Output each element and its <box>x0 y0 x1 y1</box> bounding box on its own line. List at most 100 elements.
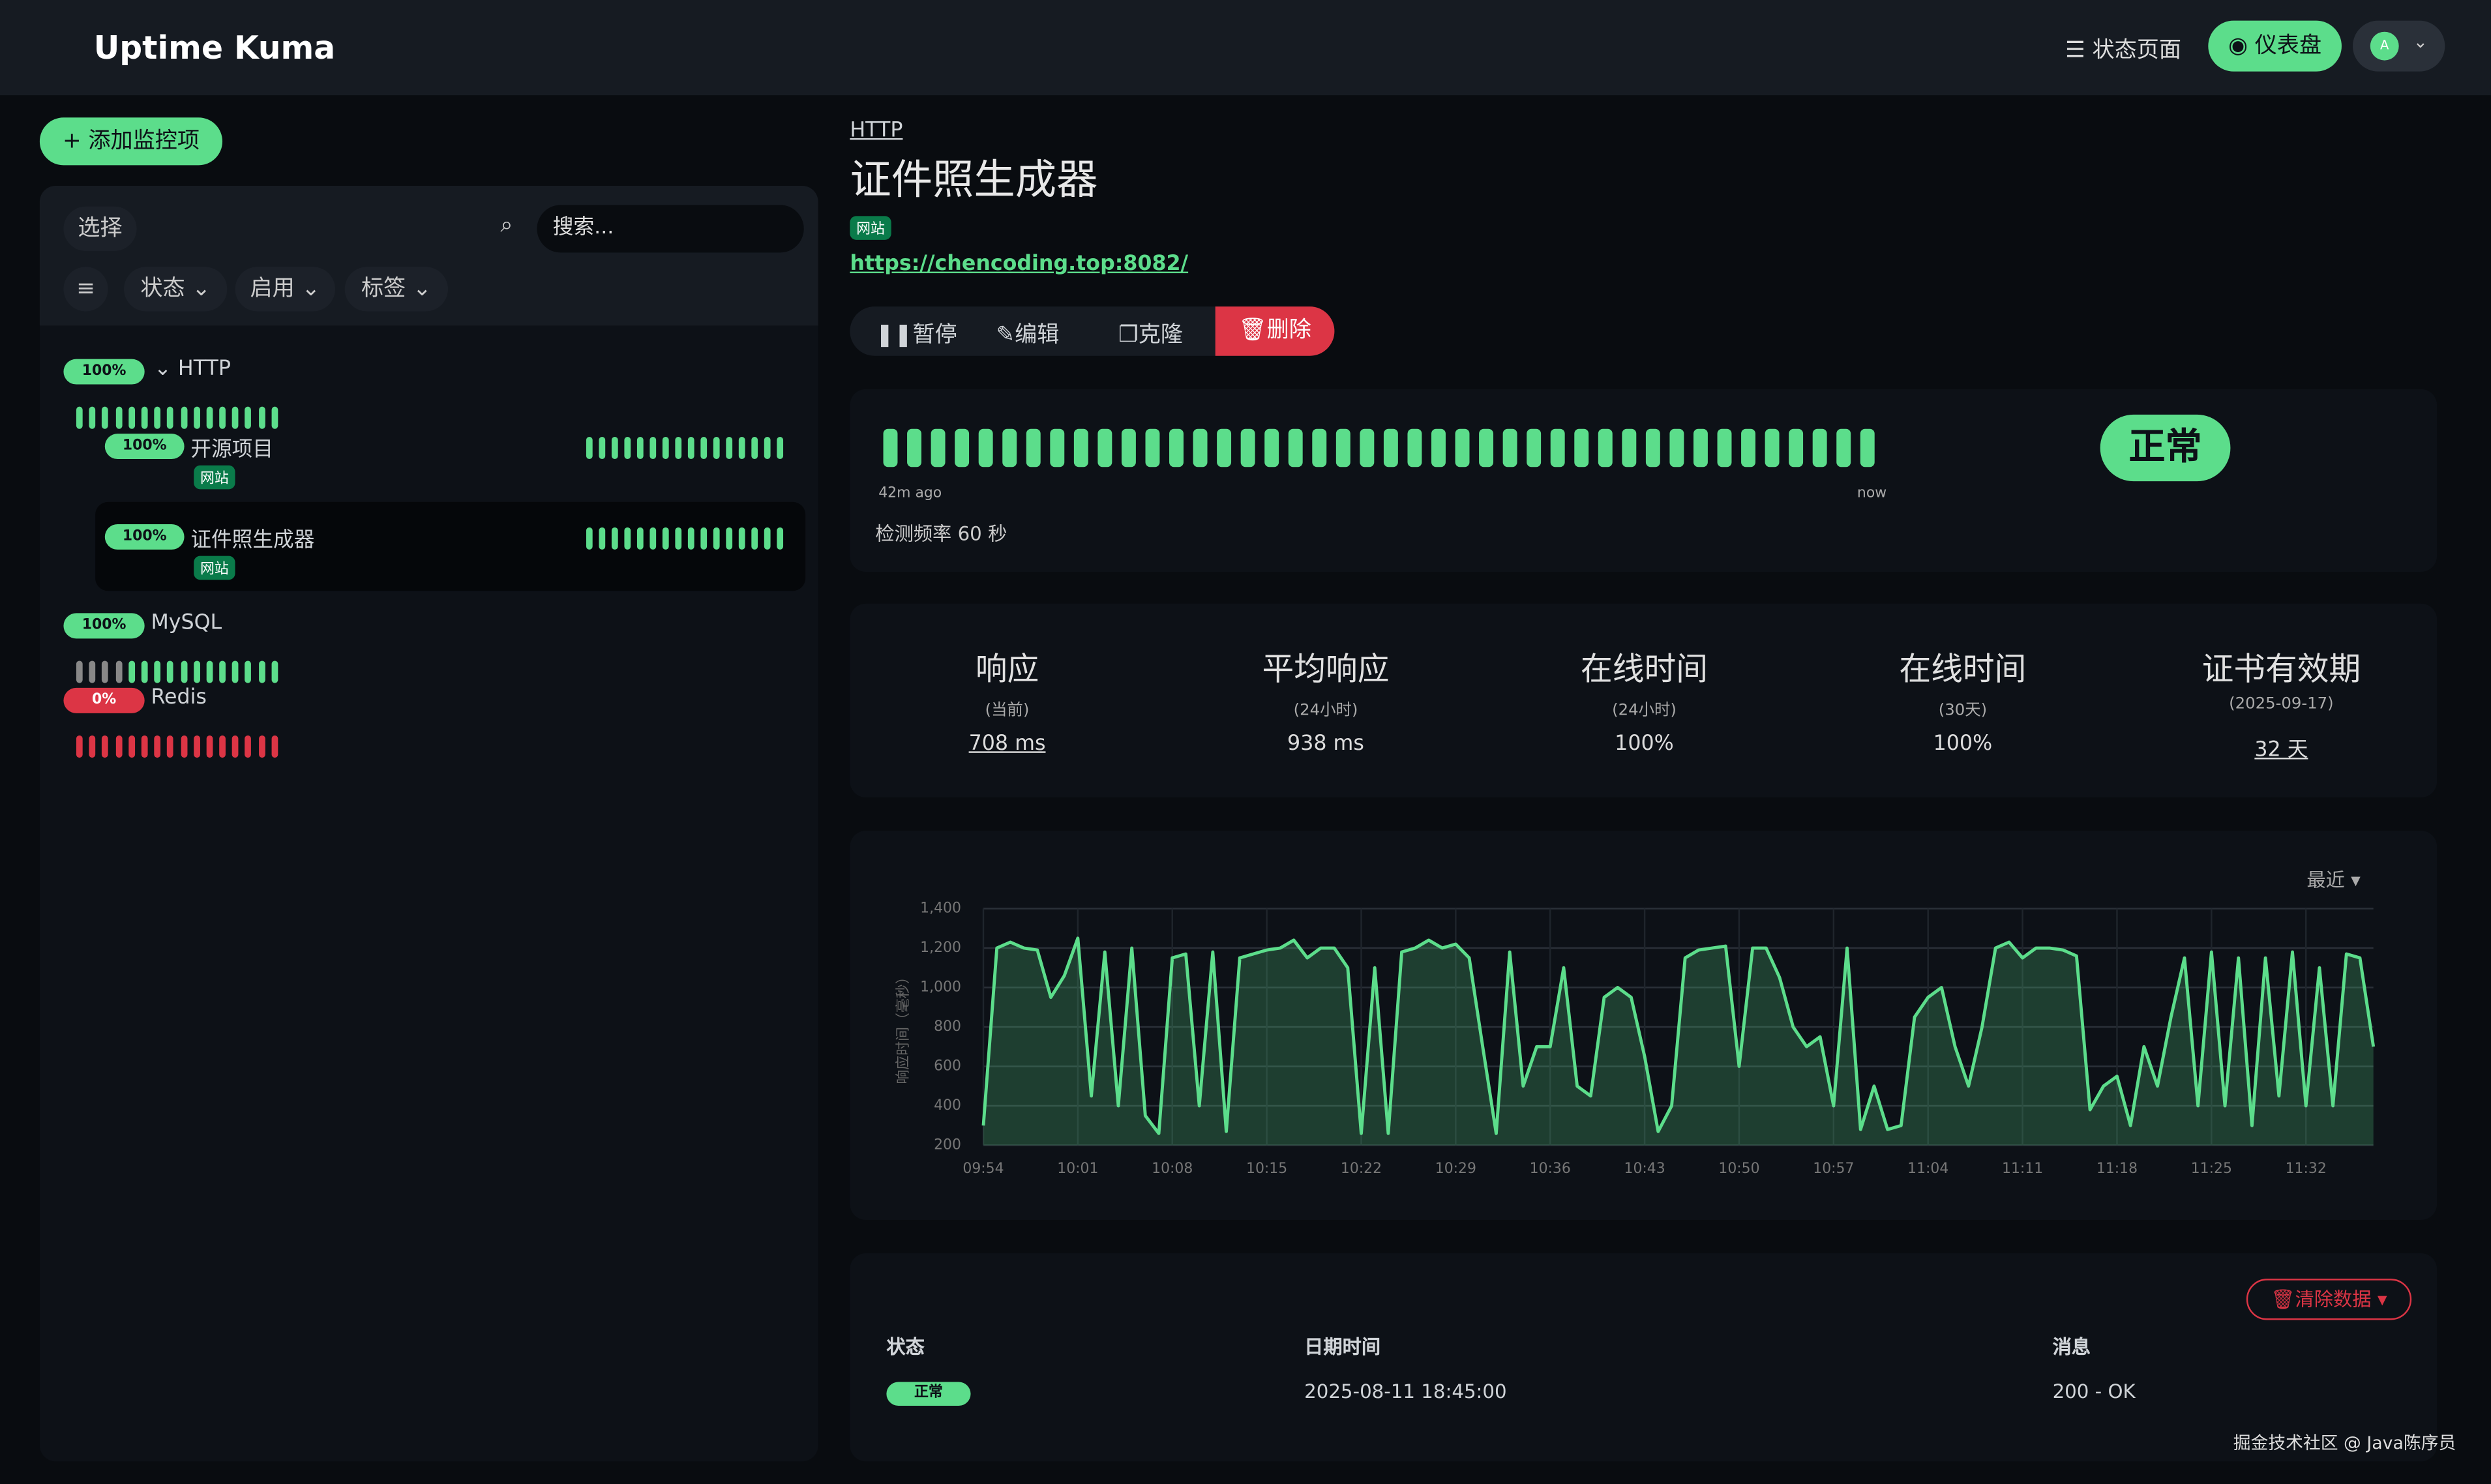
beat <box>154 406 161 429</box>
beat <box>167 406 174 429</box>
uptime-pill: 0% <box>63 687 145 713</box>
beat <box>700 527 708 550</box>
group-name[interactable]: ⌄ HTTP <box>154 357 231 381</box>
x-tick-label: 10:50 <box>1718 1161 1759 1177</box>
x-tick-label: 10:43 <box>1624 1161 1665 1177</box>
beat <box>89 735 96 758</box>
range-text: 最近 <box>2306 868 2345 891</box>
edit-button[interactable]: ✎编辑 <box>996 322 1060 348</box>
stat-label: 证书有效期 <box>2201 649 2361 688</box>
breadcrumb[interactable]: HTTP <box>850 119 903 143</box>
beat <box>115 406 122 429</box>
event-status: 正常 <box>886 1382 971 1406</box>
beat <box>1502 428 1517 467</box>
pause-button[interactable]: ❚❚暂停 <box>875 322 957 348</box>
stat-value: 32 天 <box>2254 738 2308 763</box>
stat-sub: (2025-09-17) <box>2229 696 2334 713</box>
beat <box>1026 428 1041 467</box>
range-select[interactable]: 最近 ▾ <box>2306 868 2361 891</box>
beat <box>1288 428 1303 467</box>
beat-start: 42m ago <box>878 486 942 502</box>
beat <box>1193 428 1208 467</box>
dashboard-text: 仪表盘 <box>2254 33 2322 59</box>
x-tick-label: 10:22 <box>1341 1161 1382 1177</box>
filter-tags[interactable]: 标签 ⌄ <box>344 267 449 312</box>
check-interval: 检测频率 60 秒 <box>875 522 1007 545</box>
beat <box>1789 428 1804 467</box>
monitor-name[interactable]: Redis <box>151 686 207 710</box>
dashboard-button[interactable]: ◉ 仪表盘 <box>2208 20 2342 72</box>
stat-label: 在线时间 <box>1899 649 2027 688</box>
beat <box>193 406 200 429</box>
beat <box>1765 428 1780 467</box>
beat <box>1479 428 1494 467</box>
beat <box>599 436 606 460</box>
monitor-name[interactable]: 开源项目 <box>190 438 274 462</box>
add-monitor-button[interactable]: + 添加监控项 <box>39 117 223 166</box>
action-text: 暂停 <box>912 322 957 348</box>
monitor-url[interactable]: https://chencoding.top:8082/ <box>850 252 1189 276</box>
beat <box>636 527 644 550</box>
beat <box>206 406 213 429</box>
filter-status[interactable]: 状态 ⌄ <box>124 267 228 312</box>
beat <box>102 660 109 683</box>
stat-value: 100% <box>1933 732 1993 756</box>
beat <box>586 436 593 460</box>
event-time: 2025-08-11 18:45:00 <box>1304 1380 1507 1403</box>
beat <box>1407 428 1422 467</box>
beat <box>232 735 239 758</box>
beat <box>1741 428 1756 467</box>
clear-data-button[interactable]: 🗑清除数据 ▾ <box>2246 1279 2412 1320</box>
beat <box>713 436 720 460</box>
select-button[interactable]: 选择 <box>63 206 137 251</box>
beat <box>76 735 83 758</box>
filter-active[interactable]: 启用 ⌄ <box>235 267 336 312</box>
beat <box>232 660 239 683</box>
beat <box>1264 428 1279 467</box>
y-tick-label: 600 <box>934 1058 961 1075</box>
beat <box>1598 428 1613 467</box>
delete-button[interactable]: 🗑删除 <box>1215 306 1335 356</box>
beat <box>115 735 122 758</box>
beat <box>180 406 187 429</box>
table-header: 日期时间 <box>1304 1335 1381 1358</box>
beat <box>907 428 921 467</box>
beat <box>1312 428 1327 467</box>
monitor-name[interactable]: MySQL <box>151 611 222 636</box>
beat <box>1097 428 1112 467</box>
beat <box>245 660 252 683</box>
filter-text: 标签 <box>361 276 406 302</box>
search-input[interactable]: 搜索... <box>537 205 804 253</box>
beat-end: now <box>1857 486 1887 502</box>
beat <box>586 527 593 550</box>
y-tick-label: 1,200 <box>920 940 961 956</box>
x-tick-label: 11:11 <box>2002 1161 2043 1177</box>
monitor-name[interactable]: 证件照生成器 <box>190 529 315 553</box>
stats-card <box>850 603 2438 797</box>
chevron: ⌄ <box>2413 31 2428 53</box>
beat <box>726 527 733 550</box>
uptime-pill: 100% <box>104 434 185 460</box>
beat <box>115 660 122 683</box>
x-tick-label: 10:29 <box>1435 1161 1476 1177</box>
beat <box>1812 428 1827 467</box>
heartbeat-bar <box>76 406 284 429</box>
profile-menu[interactable]: A ⌄ <box>2353 20 2445 72</box>
watermark: 掘金技术社区 @ Java陈序员 <box>2233 1432 2456 1454</box>
heartbeat-bar <box>586 527 790 550</box>
beat <box>167 735 174 758</box>
x-tick-label: 10:36 <box>1530 1161 1571 1177</box>
clone-button[interactable]: ❐克隆 <box>1118 322 1183 348</box>
brand[interactable]: Uptime Kuma <box>93 28 336 67</box>
stat-label: 在线时间 <box>1581 649 1708 688</box>
heartbeat-bar <box>76 735 284 758</box>
beat <box>675 436 682 460</box>
filter-menu[interactable]: ≡ <box>63 267 108 312</box>
stat-sub: (24小时) <box>1293 702 1358 720</box>
beat <box>1431 428 1446 467</box>
beat <box>206 735 213 758</box>
beat <box>180 660 187 683</box>
status-page-link[interactable]: ☰ 状态页面 <box>2065 38 2181 64</box>
y-tick-label: 1,400 <box>920 900 961 917</box>
